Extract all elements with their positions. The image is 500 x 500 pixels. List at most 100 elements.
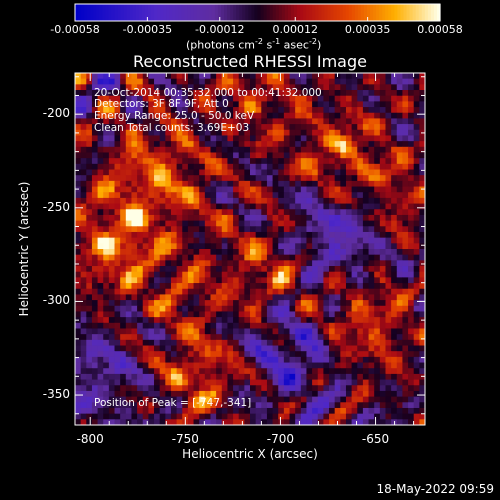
- heatmap-cell: [323, 362, 330, 369]
- heatmap-cell: [419, 300, 426, 307]
- heatmap-cell: [131, 209, 138, 216]
- heatmap-cell: [379, 254, 386, 261]
- heatmap-cell: [306, 146, 313, 153]
- heatmap-cell: [86, 214, 93, 222]
- heatmap-cell: [221, 95, 228, 102]
- heatmap-cell: [103, 203, 110, 210]
- heatmap-cell: [340, 373, 347, 380]
- heatmap-cell: [91, 277, 98, 284]
- heatmap-cell: [255, 402, 262, 409]
- heatmap-cell: [340, 396, 347, 403]
- heatmap-cell: [419, 220, 426, 227]
- heatmap-cell: [75, 356, 82, 363]
- heatmap-cell: [278, 175, 285, 182]
- heatmap-cell: [345, 163, 353, 170]
- heatmap-cell: [278, 214, 285, 222]
- heatmap-cell: [340, 214, 347, 222]
- heatmap-cell: [210, 328, 217, 335]
- heatmap-cell: [323, 379, 330, 386]
- heatmap-cell: [165, 294, 172, 301]
- heatmap-cell: [170, 379, 178, 386]
- heatmap-cell: [391, 175, 398, 182]
- heatmap-cell: [238, 129, 245, 136]
- heatmap-cell: [413, 288, 420, 295]
- heatmap-cell: [300, 118, 307, 125]
- heatmap-cell: [86, 220, 93, 227]
- heatmap-cell: [210, 220, 217, 227]
- heatmap-cell: [216, 311, 223, 318]
- heatmap-cell: [159, 356, 166, 363]
- heatmap-cell: [199, 249, 206, 256]
- heatmap-cell: [261, 283, 268, 290]
- heatmap-cell: [396, 373, 403, 380]
- heatmap-cell: [204, 322, 211, 329]
- heatmap-cell: [125, 260, 132, 267]
- colorbar-segment: [412, 4, 417, 21]
- heatmap-cell: [317, 368, 324, 375]
- heatmap-cell: [250, 180, 257, 187]
- heatmap-cell: [250, 311, 257, 318]
- heatmap-cell: [154, 84, 161, 91]
- heatmap-cell: [165, 283, 172, 290]
- heatmap-cell: [182, 334, 189, 341]
- heatmap-cell: [97, 334, 104, 341]
- heatmap-cell: [204, 277, 211, 284]
- heatmap-cell: [255, 107, 262, 114]
- heatmap-cell: [379, 101, 386, 108]
- heatmap-cell: [408, 288, 415, 295]
- heatmap-cell: [142, 288, 149, 295]
- heatmap-cell: [170, 129, 178, 136]
- heatmap-cell: [97, 203, 104, 210]
- heatmap-cell: [233, 249, 240, 256]
- heatmap-cell: [362, 351, 369, 358]
- heatmap-cell: [385, 197, 392, 204]
- heatmap-cell: [340, 112, 347, 119]
- heatmap-cell: [250, 169, 257, 176]
- heatmap-cell: [137, 152, 144, 159]
- heatmap-cell: [396, 305, 403, 312]
- heatmap-cell: [351, 260, 358, 267]
- heatmap-cell: [312, 169, 319, 176]
- heatmap-cell: [272, 288, 279, 295]
- heatmap-cell: [278, 356, 285, 363]
- heatmap-cell: [396, 243, 403, 250]
- heatmap-cell: [368, 203, 375, 210]
- heatmap-cell: [137, 351, 144, 358]
- heatmap-cell: [300, 249, 307, 256]
- heatmap-cell: [244, 249, 251, 256]
- heatmap-cell: [165, 254, 172, 261]
- heatmap-cell: [357, 135, 364, 142]
- heatmap-cell: [379, 373, 386, 380]
- heatmap-cell: [351, 277, 358, 284]
- heatmap-cell: [413, 356, 420, 363]
- heatmap-cell: [300, 107, 307, 114]
- heatmap-cell: [91, 288, 98, 295]
- heatmap-cell: [402, 254, 409, 261]
- heatmap-cell: [227, 101, 234, 108]
- heatmap-cell: [283, 356, 290, 363]
- heatmap-cell: [187, 311, 194, 318]
- heatmap-cell: [148, 78, 155, 85]
- heatmap-cell: [250, 203, 257, 210]
- heatmap-cell: [357, 339, 364, 346]
- heatmap-cell: [204, 78, 211, 85]
- heatmap-cell: [86, 129, 93, 136]
- heatmap-cell: [193, 396, 200, 403]
- heatmap-cell: [187, 373, 194, 380]
- heatmap-cell: [289, 402, 296, 409]
- heatmap-cell: [283, 243, 290, 250]
- heatmap-cell: [75, 220, 82, 227]
- heatmap-cell: [317, 317, 324, 324]
- heatmap-cell: [317, 220, 324, 227]
- heatmap-cell: [345, 237, 353, 244]
- heatmap-cell: [154, 214, 161, 222]
- heatmap-cell: [199, 73, 206, 80]
- heatmap-cell: [244, 379, 251, 386]
- heatmap-cell: [187, 203, 194, 210]
- heatmap-cell: [210, 231, 217, 239]
- heatmap-cell: [379, 214, 386, 222]
- heatmap-cell: [250, 356, 257, 363]
- heatmap-cell: [204, 129, 211, 136]
- heatmap-cell: [233, 203, 240, 210]
- heatmap-cell: [182, 237, 189, 244]
